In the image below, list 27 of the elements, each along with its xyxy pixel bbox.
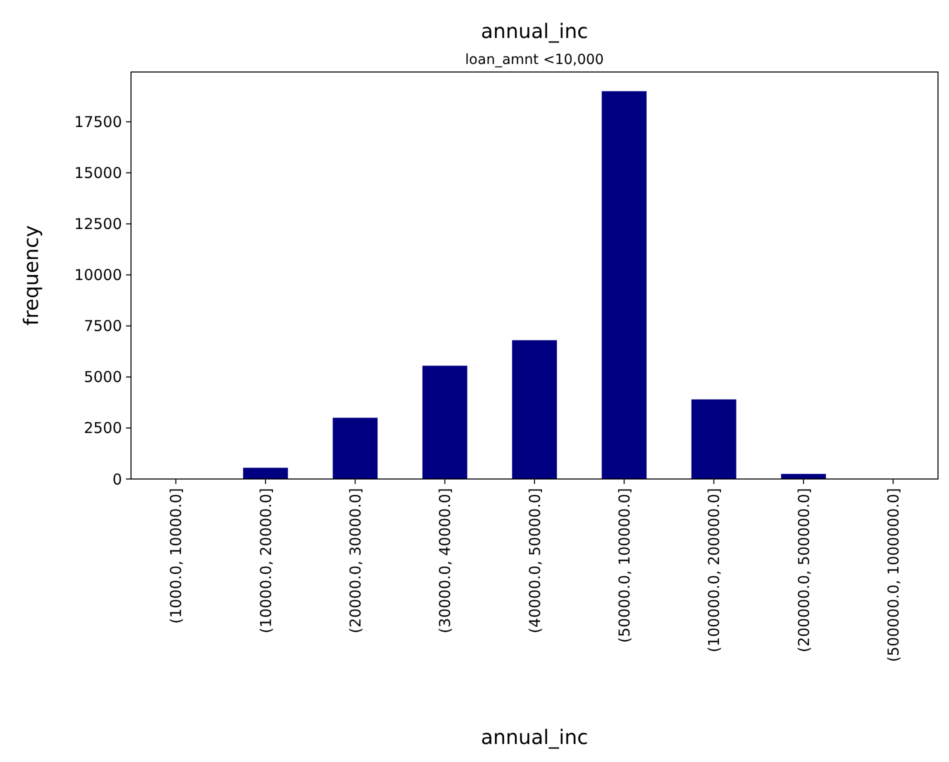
x-tick-label: (20000.0, 30000.0] [346,488,364,634]
y-tick-label: 17500 [74,113,122,132]
bar [243,468,288,479]
bar [332,418,378,479]
y-tick-label: 12500 [74,215,122,234]
y-tick-label: 15000 [74,164,122,182]
x-tick-label: (200000.0, 500000.0] [794,488,813,652]
x-axis-title: annual_inc [480,725,588,749]
y-tick-label: 10000 [74,266,122,284]
bar [512,340,557,479]
chart-title: annual_inc [480,19,588,43]
y-tick-label: 0 [112,470,122,488]
y-tick-label: 5000 [84,368,122,386]
x-tick-label: (30000.0, 40000.0] [436,488,454,634]
x-tick-label: (1000.0, 10000.0] [167,488,186,624]
y-tick-label: 2500 [84,419,122,438]
x-tick-label: (40000.0, 50000.0] [526,488,544,634]
y-tick-label: 7500 [84,317,122,336]
bar [602,91,647,479]
x-tick-label: (50000.0, 100000.0] [615,488,634,643]
x-tick-label: (500000.0, 1000000.0] [884,488,902,662]
y-axis-title: frequency [19,225,43,326]
x-tick-label: (10000.0, 20000.0] [256,488,275,634]
bar [691,399,736,479]
chart-subtitle: loan_amnt <10,000 [465,52,604,68]
bar [422,366,468,479]
x-tick-label: (100000.0, 200000.0] [705,488,724,652]
